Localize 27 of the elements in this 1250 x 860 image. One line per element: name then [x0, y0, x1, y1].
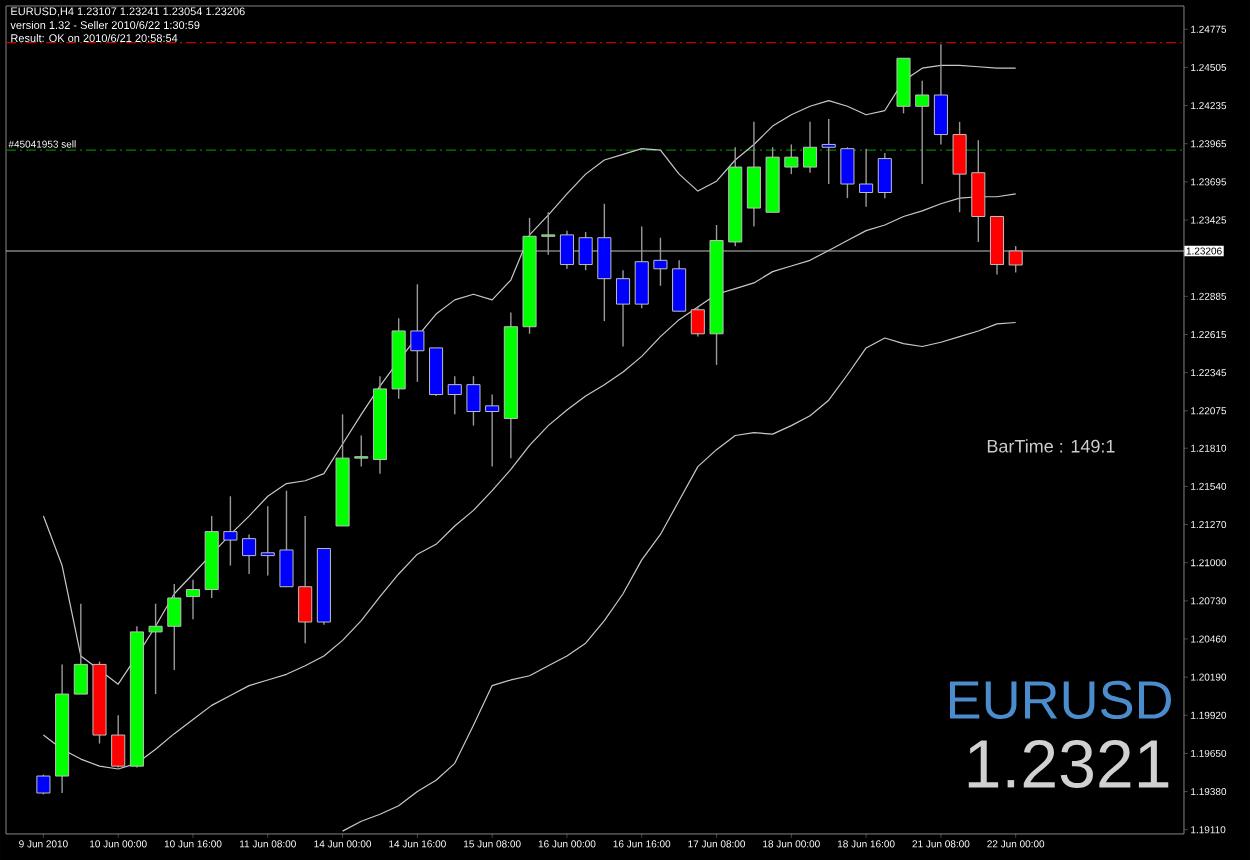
annotation: 1.2321 [968, 739, 1169, 789]
candlestick [877, 152, 892, 199]
candlestick [242, 533, 257, 575]
candlestick [354, 434, 369, 468]
candlestick [840, 146, 855, 199]
candlestick [447, 375, 462, 416]
candlestick [802, 121, 818, 174]
candlestick [223, 495, 238, 567]
annotation: BarTime : 149:1 [987, 439, 1115, 453]
candlestick [859, 147, 874, 208]
candlestick [821, 118, 836, 185]
candlestick [410, 283, 425, 383]
candlestick [746, 121, 761, 228]
candlestick [298, 515, 313, 644]
candlestick [260, 505, 275, 577]
candlestick [615, 269, 631, 348]
candlestick [466, 375, 481, 427]
candlestick [485, 393, 500, 468]
candlestick [784, 143, 799, 175]
candlestick [167, 583, 182, 671]
candlestick [429, 347, 444, 397]
candlestick [672, 259, 687, 312]
candlestick [185, 578, 201, 620]
candlestick [915, 80, 930, 185]
candlestick [690, 306, 705, 338]
annotation: EURUSD [950, 680, 1171, 720]
candlestick [279, 489, 294, 588]
